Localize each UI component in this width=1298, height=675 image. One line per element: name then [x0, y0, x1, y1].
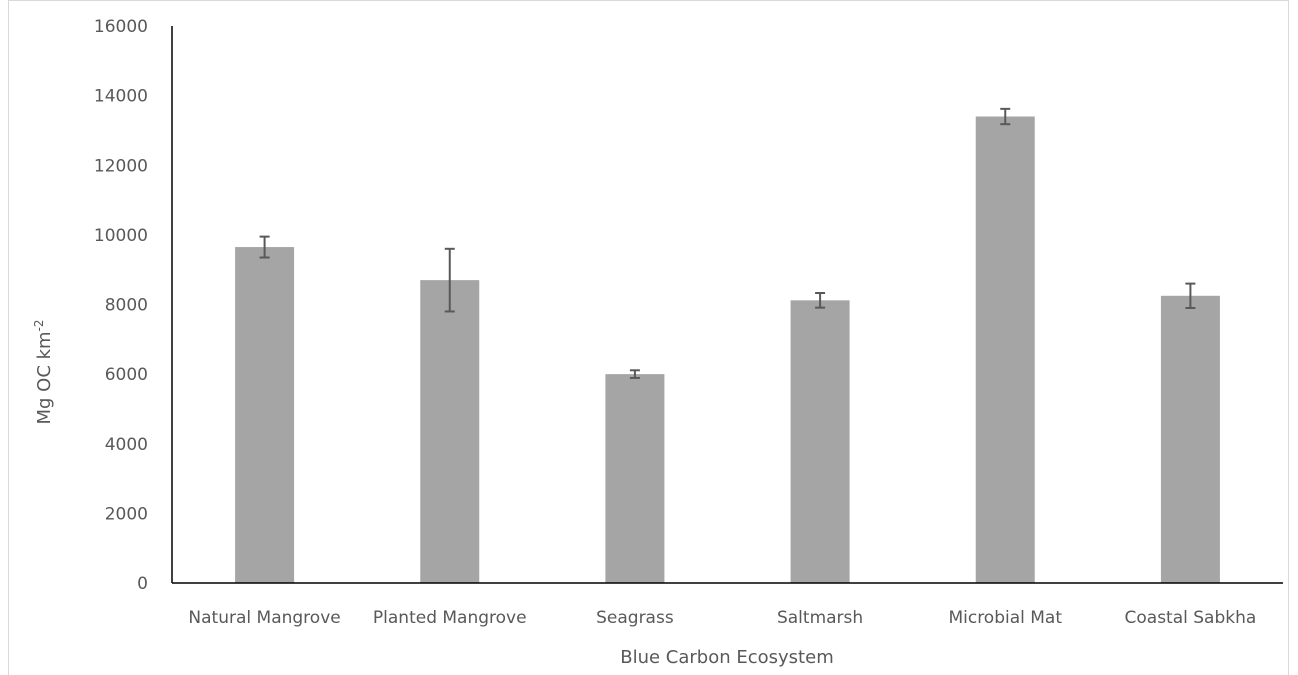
y-tick-label: 2000 [105, 504, 148, 524]
y-axis-title-main: Mg OC km [34, 331, 55, 424]
error-bar [1185, 282, 1196, 309]
bar [235, 247, 295, 583]
bar [605, 374, 665, 583]
bars [235, 116, 1220, 583]
y-tick-label: 6000 [105, 365, 148, 385]
y-tick-label: 10000 [94, 226, 148, 246]
bar [420, 280, 480, 583]
x-tick-label: Planted Mangrove [373, 608, 527, 628]
x-tick-label: Seagrass [596, 608, 674, 628]
y-axis-title-superscript: -2 [32, 319, 46, 331]
error-bar [259, 235, 270, 259]
error-bar [1000, 107, 1011, 126]
bar [975, 116, 1035, 583]
bar [1160, 295, 1220, 583]
error-bar [815, 292, 826, 309]
x-tick-label: Microbial Mat [948, 608, 1062, 628]
y-tick-label: 14000 [94, 87, 148, 107]
x-tick-label: Coastal Sabkha [1125, 608, 1257, 628]
y-tick-label: 0 [137, 574, 148, 594]
y-tick-label: 4000 [105, 435, 148, 455]
error-bar [629, 369, 640, 379]
x-axis-title: Blue Carbon Ecosystem [620, 647, 833, 668]
bar [790, 300, 850, 583]
y-tick-label: 12000 [94, 156, 148, 176]
x-tick-label: Natural Mangrove [188, 608, 340, 628]
x-axis-labels: Natural Mangrove Planted Mangrove Seagrass… [188, 608, 1256, 628]
y-axis-title: Mg OC km-2 [32, 319, 55, 424]
x-tick-label: Saltmarsh [777, 608, 863, 628]
y-tick-label: 16000 [94, 17, 148, 37]
y-axis-ticks: 0 2000 4000 6000 8000 10000 12000 14000 16000 [94, 17, 148, 594]
y-tick-label: 8000 [105, 296, 148, 316]
error-bars [259, 107, 1196, 379]
error-bar [444, 247, 455, 313]
